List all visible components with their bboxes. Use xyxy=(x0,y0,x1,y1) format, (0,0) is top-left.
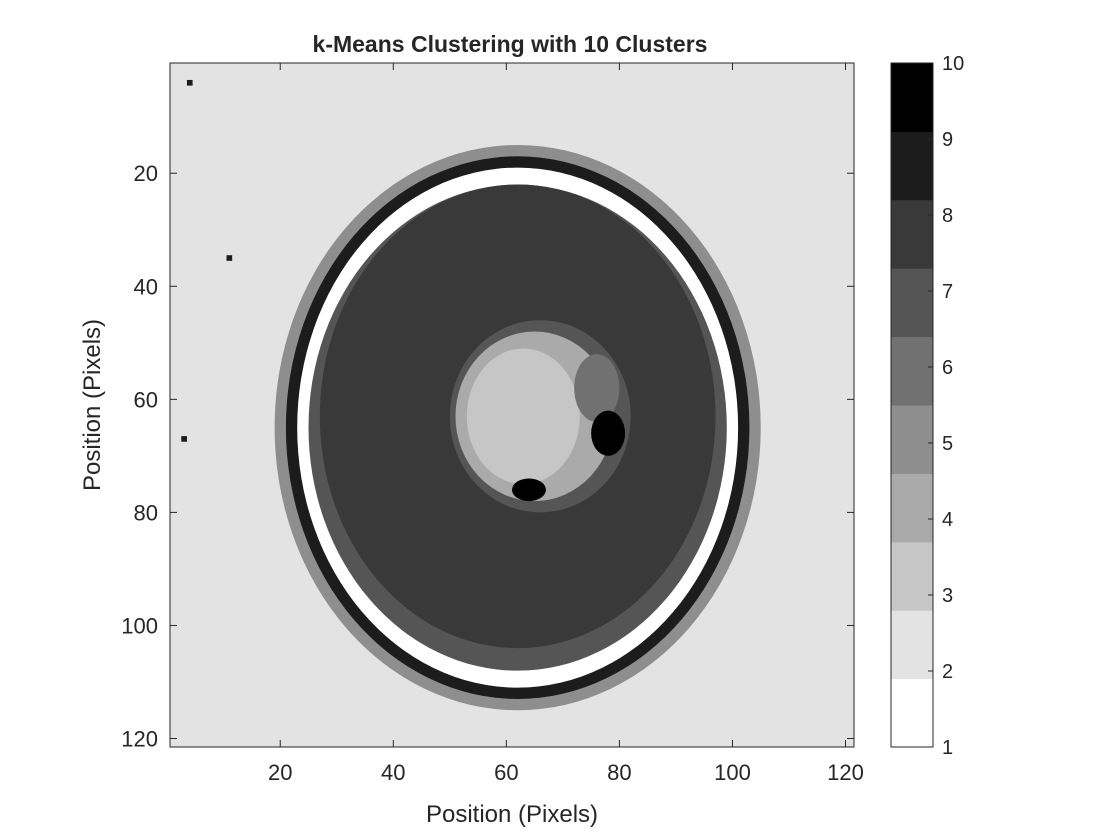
colorbar-segment xyxy=(891,336,933,406)
x-axis-label: Position (Pixels) xyxy=(426,801,598,828)
colorbar-tick-label: 6 xyxy=(942,357,953,379)
y-axis-label: Position (Pixels) xyxy=(79,319,106,491)
colorbar-segment xyxy=(891,610,933,680)
colorbar-tick-label: 7 xyxy=(942,281,953,303)
colorbar-frame xyxy=(890,62,934,748)
x-tick-label: 120 xyxy=(827,760,864,785)
x-tick-label: 80 xyxy=(607,760,631,785)
y-tick-label: 80 xyxy=(134,500,158,525)
colorbar-tick-label: 10 xyxy=(942,53,964,75)
colorbar-segment xyxy=(891,268,933,338)
colorbar-segment xyxy=(891,63,933,132)
cluster-region-8 xyxy=(466,348,580,485)
cluster-region-11 xyxy=(512,478,546,502)
y-tick-label: 100 xyxy=(121,613,158,638)
y-axis: 20 40 60 80 100 120 xyxy=(121,161,854,752)
colorbar-segment xyxy=(891,405,933,474)
colorbar-tick-label: 2 xyxy=(942,661,953,683)
x-tick-label: 60 xyxy=(494,760,518,785)
colorbar-tick-label: 5 xyxy=(942,433,953,455)
colorbar-tick-label: 4 xyxy=(942,509,953,531)
y-tick-label: 60 xyxy=(134,387,158,412)
x-tick-label: 100 xyxy=(714,760,751,785)
colorbar-tick-label: 9 xyxy=(942,129,953,151)
cluster-region-12 xyxy=(186,79,193,86)
colorbar-segment xyxy=(891,678,933,748)
cluster-region-9 xyxy=(574,354,620,422)
y-tick-label: 40 xyxy=(134,274,158,299)
colorbar-tick-label: 8 xyxy=(942,205,953,227)
y-tick-label: 120 xyxy=(121,727,158,752)
plot-frame xyxy=(169,62,855,748)
y-tick-label: 20 xyxy=(134,161,158,186)
colorbar-segment xyxy=(891,473,933,543)
chart-title: k-Means Clustering with 10 Clusters xyxy=(313,31,708,57)
colorbar-tick-label: 3 xyxy=(942,585,953,607)
colorbar-tick-label: 1 xyxy=(942,737,953,759)
cluster-region-14 xyxy=(181,436,187,442)
colorbar-segment xyxy=(891,199,933,269)
x-tick-label: 40 xyxy=(381,760,405,785)
colorbar-segment xyxy=(891,541,933,611)
colorbar: 1 2 3 4 5 6 7 8 9 10 xyxy=(890,53,964,759)
x-tick-label: 20 xyxy=(268,760,292,785)
cluster-region-13 xyxy=(226,255,233,261)
cluster-region-10 xyxy=(591,410,626,456)
x-axis: 20 40 60 80 100 120 xyxy=(268,63,864,785)
colorbar-segment xyxy=(891,131,933,201)
cluster-image xyxy=(170,63,854,747)
